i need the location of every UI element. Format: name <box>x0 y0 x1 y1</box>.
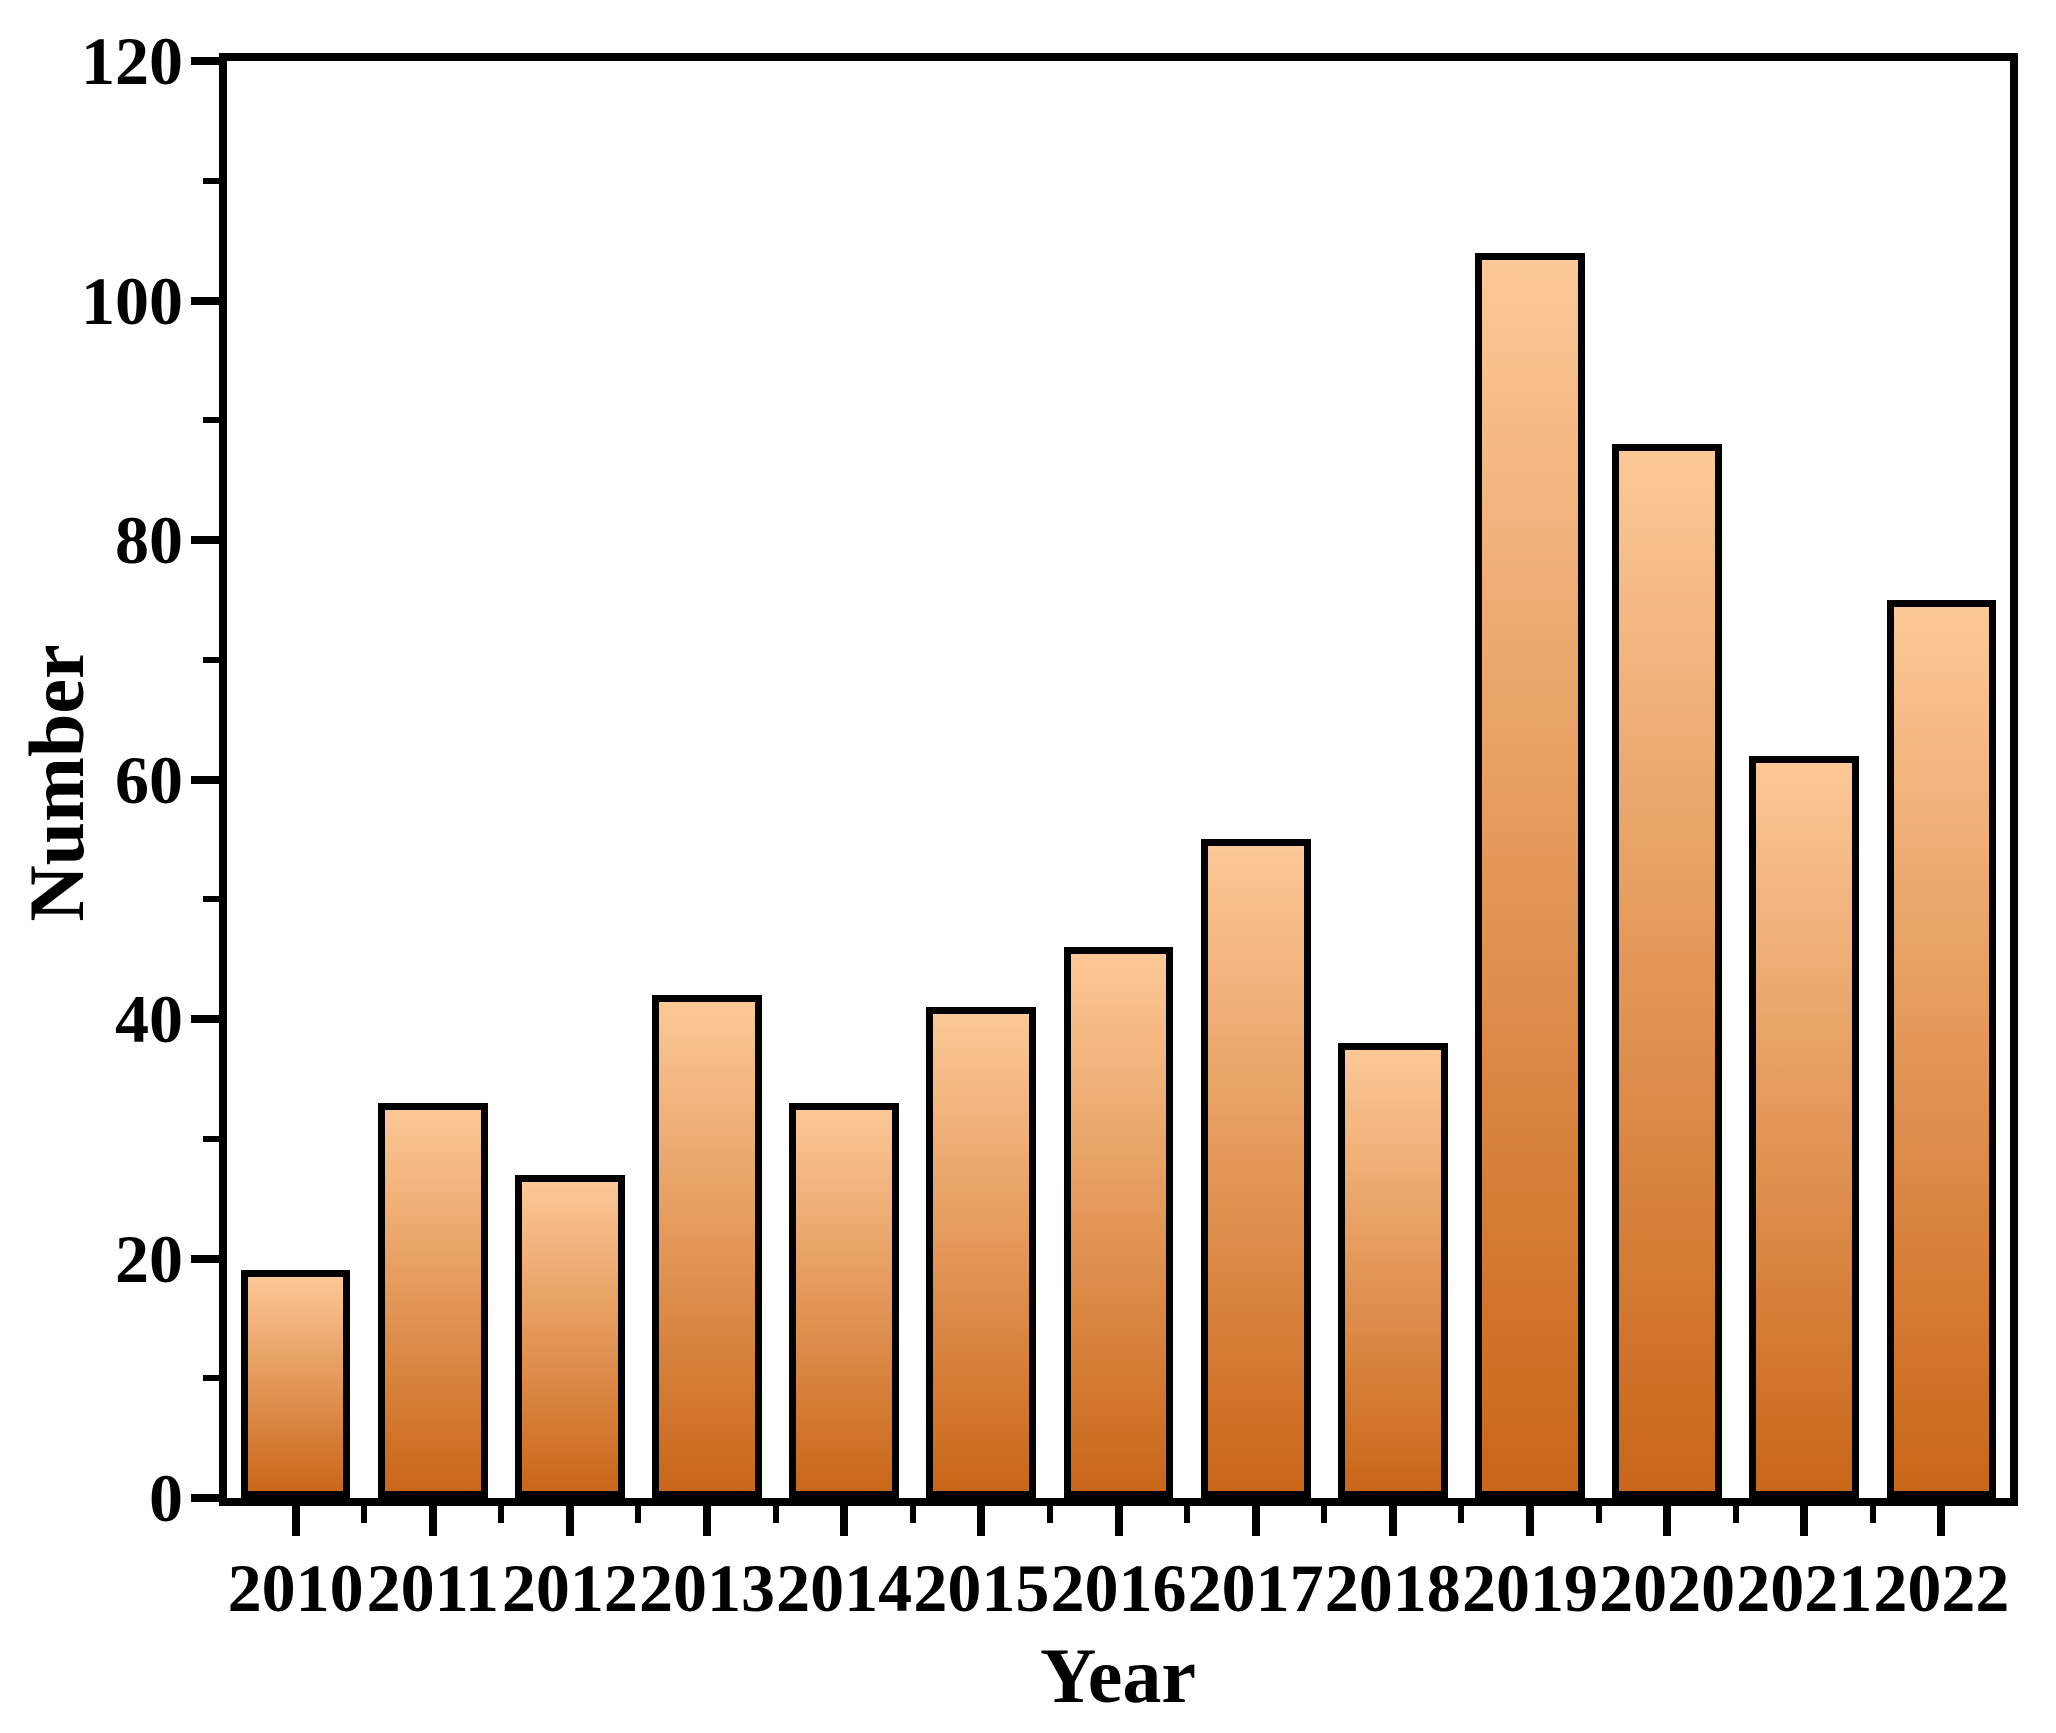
x-major-tick-2013 <box>703 1506 712 1536</box>
x-major-tick-2020 <box>1663 1506 1672 1536</box>
x-major-tick-2017 <box>1251 1506 1260 1536</box>
x-minor-tick-9 <box>1458 1506 1465 1523</box>
y-minor-tick-10 <box>203 1375 219 1382</box>
x-major-tick-2022 <box>1937 1506 1946 1536</box>
y-minor-tick-110 <box>203 177 219 184</box>
x-minor-tick-2 <box>498 1506 505 1523</box>
x-tick-label-2010: 2010 <box>227 1550 364 1626</box>
x-major-tick-2019 <box>1525 1506 1534 1536</box>
bar-2011 <box>377 1102 488 1498</box>
x-tick-label-2013: 2013 <box>639 1550 776 1626</box>
x-minor-tick-11 <box>1732 1506 1739 1523</box>
x-major-tick-2021 <box>1800 1506 1809 1536</box>
bar-2018 <box>1337 1042 1448 1498</box>
y-major-tick-120 <box>191 57 219 65</box>
y-minor-tick-70 <box>203 656 219 663</box>
y-tick-label-0: 0 <box>149 1460 183 1536</box>
x-minor-tick-1 <box>361 1506 368 1523</box>
bar-2017 <box>1200 839 1311 1498</box>
x-minor-tick-10 <box>1595 1506 1602 1523</box>
bar-2013 <box>652 995 762 1498</box>
bar-2020 <box>1612 444 1722 1498</box>
x-major-tick-2015 <box>977 1506 986 1536</box>
y-tick-label-20: 20 <box>115 1220 183 1297</box>
x-tick-label-2016: 2016 <box>1050 1550 1187 1626</box>
y-major-tick-40 <box>191 1015 219 1023</box>
x-minor-tick-3 <box>635 1506 642 1523</box>
bar-2021 <box>1749 755 1860 1498</box>
x-tick-label-2018: 2018 <box>1324 1550 1461 1626</box>
bar-2012 <box>515 1174 625 1498</box>
x-tick-label-2012: 2012 <box>501 1550 638 1626</box>
x-tick-label-2022: 2022 <box>1873 1550 2010 1626</box>
y-tick-label-60: 60 <box>115 741 183 818</box>
x-tick-label-2015: 2015 <box>913 1550 1050 1626</box>
bar-2016 <box>1063 947 1174 1498</box>
x-tick-label-2019: 2019 <box>1461 1550 1598 1626</box>
bar-2014 <box>789 1102 900 1498</box>
x-major-tick-2010 <box>291 1506 300 1536</box>
y-major-tick-20 <box>191 1254 219 1263</box>
y-major-tick-80 <box>191 536 219 544</box>
x-major-tick-2012 <box>565 1506 574 1536</box>
x-minor-tick-6 <box>1046 1506 1053 1523</box>
plot-area <box>219 53 2018 1506</box>
y-tick-label-100: 100 <box>81 262 183 339</box>
x-minor-tick-8 <box>1321 1506 1328 1523</box>
x-minor-tick-4 <box>772 1506 779 1523</box>
x-minor-tick-12 <box>1869 1506 1876 1523</box>
x-major-tick-2011 <box>428 1506 437 1536</box>
x-tick-label-2014: 2014 <box>776 1550 913 1626</box>
y-minor-tick-50 <box>203 896 219 903</box>
y-axis-title: Number <box>13 644 100 922</box>
bar-2010 <box>240 1270 351 1498</box>
y-minor-tick-30 <box>203 1135 219 1142</box>
bar-2022 <box>1886 599 1997 1498</box>
y-tick-label-80: 80 <box>115 502 183 578</box>
x-minor-tick-5 <box>909 1506 916 1523</box>
y-tick-label-40: 40 <box>115 981 183 1057</box>
x-major-tick-2018 <box>1388 1506 1397 1536</box>
y-major-tick-0 <box>191 1494 219 1502</box>
y-tick-label-120: 120 <box>81 23 183 99</box>
bar-2019 <box>1475 252 1585 1498</box>
x-tick-label-2011: 2011 <box>366 1550 499 1626</box>
y-axis-title-wrap: Number <box>13 583 100 983</box>
x-major-tick-2016 <box>1114 1506 1123 1536</box>
bar-2015 <box>926 1007 1037 1498</box>
x-major-tick-2014 <box>840 1506 849 1536</box>
x-minor-tick-7 <box>1184 1506 1191 1523</box>
x-tick-label-2017: 2017 <box>1187 1550 1324 1626</box>
x-tick-label-2021: 2021 <box>1736 1550 1873 1626</box>
x-axis-title: Year <box>1040 1632 1196 1719</box>
x-tick-label-2020: 2020 <box>1599 1550 1736 1626</box>
y-minor-tick-90 <box>203 417 219 424</box>
y-major-tick-100 <box>191 296 219 305</box>
y-major-tick-60 <box>191 775 219 784</box>
